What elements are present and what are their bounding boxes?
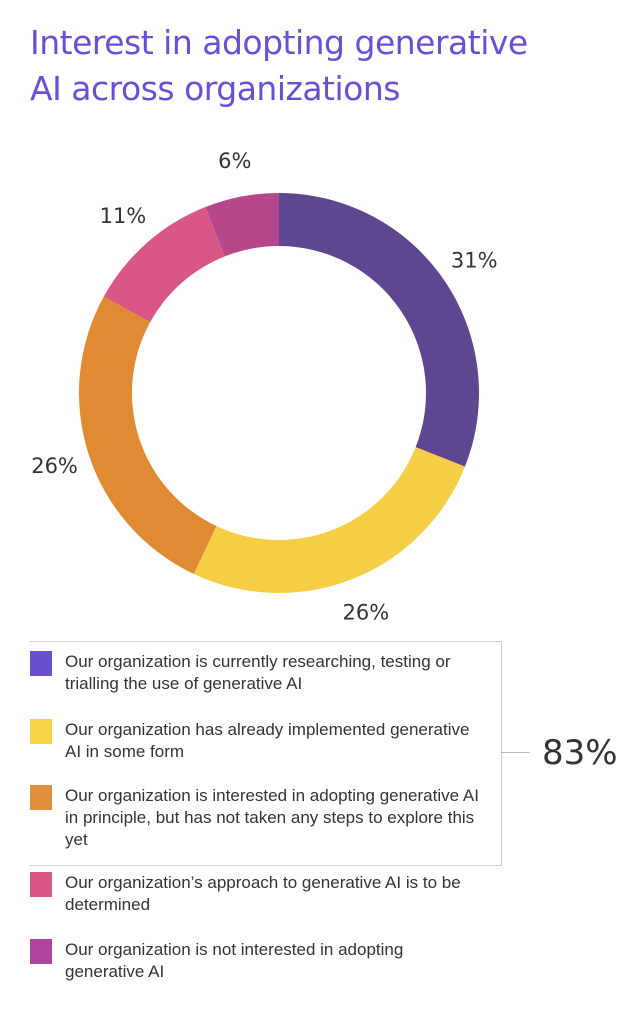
legend-group-box — [30, 641, 502, 866]
title-line-2: AI across organizations — [30, 69, 400, 108]
chart-title: Interest in adopting generative AI acros… — [30, 20, 528, 112]
slice-value-label: 6% — [218, 149, 251, 173]
legend-label: Our organization has already implemented… — [65, 720, 470, 761]
donut-chart: 31% 26% 26% 11% 6% — [31, 149, 498, 624]
donut-slice — [193, 447, 465, 593]
legend-label: Our organization is not interested in ad… — [65, 940, 404, 981]
legend-swatch — [30, 719, 52, 744]
slice-value-label: 31% — [451, 248, 498, 272]
legend-item: Our organization has already implemented… — [30, 719, 485, 763]
legend-item: Our organization is not interested in ad… — [30, 939, 485, 983]
slice-value-label: 11% — [100, 204, 147, 228]
title-line-1: Interest in adopting generative — [30, 23, 528, 62]
legend-swatch — [30, 939, 52, 964]
slice-value-label: 26% — [31, 454, 78, 478]
legend-swatch — [30, 651, 52, 676]
legend-item: Our organization is interested in adopti… — [30, 785, 485, 851]
group-total-label: 83% — [542, 733, 618, 773]
legend-swatch — [30, 872, 52, 897]
legend-label: Our organization is currently researchin… — [65, 652, 451, 693]
group-connector-line — [501, 752, 530, 753]
legend-label: Our organization’s approach to generativ… — [65, 873, 461, 914]
legend-swatch — [30, 785, 52, 810]
slice-value-label: 26% — [343, 600, 390, 624]
donut-slice — [279, 193, 479, 467]
legend-label: Our organization is interested in adopti… — [65, 786, 479, 849]
legend-item: Our organization’s approach to generativ… — [30, 872, 485, 916]
donut-slice — [205, 193, 279, 257]
donut-slice — [103, 207, 225, 323]
legend-item: Our organization is currently researchin… — [30, 651, 485, 695]
donut-slice — [79, 296, 217, 574]
